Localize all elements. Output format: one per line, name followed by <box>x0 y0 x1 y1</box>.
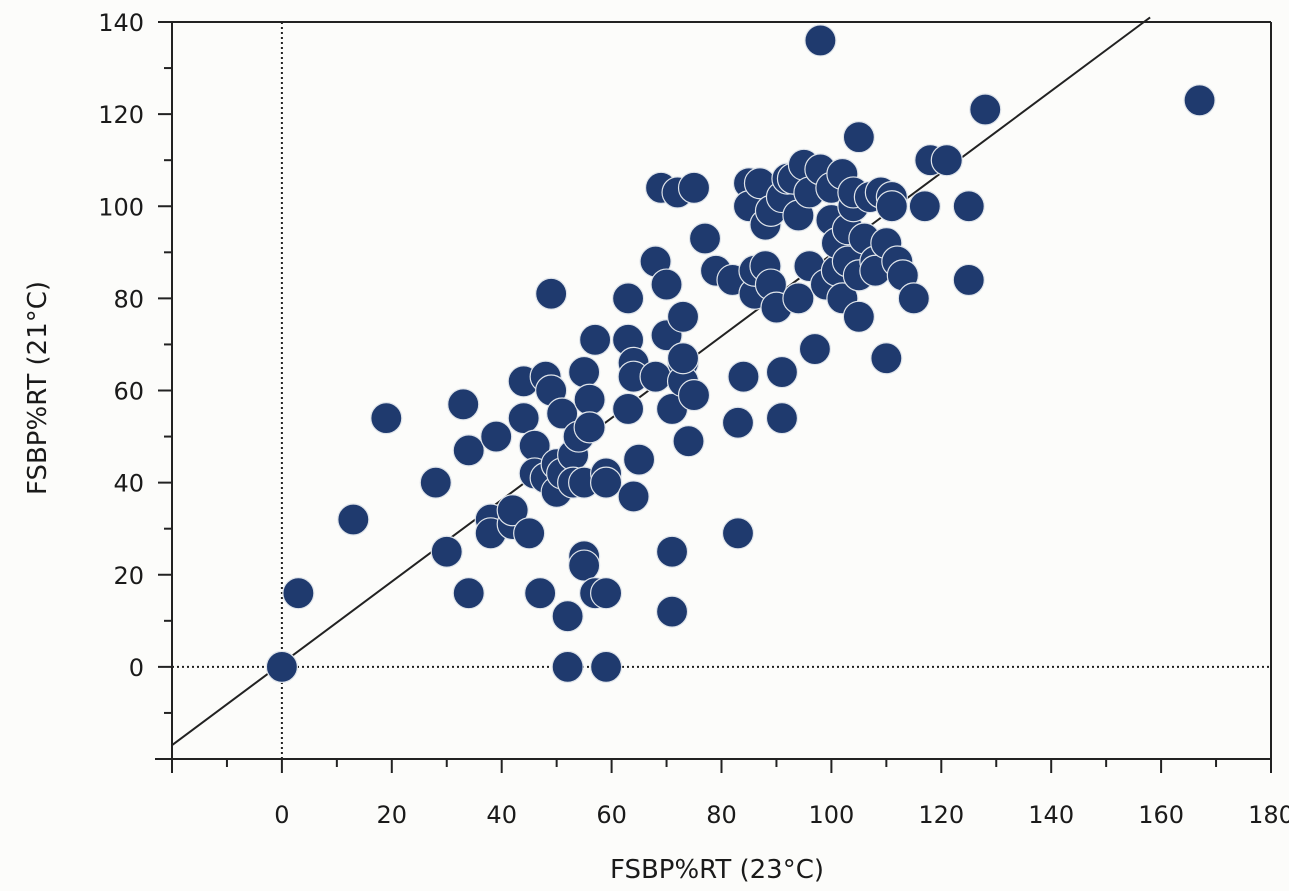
data-point <box>798 332 832 366</box>
x-tick-label: 0 <box>274 801 289 829</box>
data-point <box>765 355 799 389</box>
data-point <box>551 650 584 683</box>
data-point <box>1183 84 1216 117</box>
axis-ticks: 0 20 40 60 80 100 120 140 160 180 0 20 40 60 80 100 120 1… <box>98 9 1289 829</box>
data-point <box>765 402 799 435</box>
x-tick-label: 40 <box>486 801 517 829</box>
data-point <box>870 342 903 375</box>
data-point <box>419 466 452 499</box>
data-point <box>568 355 601 389</box>
data-point <box>452 434 485 467</box>
data-point <box>622 443 656 476</box>
y-tick-label: 60 <box>113 378 144 406</box>
reference-lines <box>171 16 1271 759</box>
data-points <box>265 24 1216 683</box>
data-point <box>639 360 672 393</box>
data-point <box>265 650 298 683</box>
data-point <box>897 282 930 315</box>
data-point <box>590 650 623 683</box>
data-point <box>666 342 700 375</box>
data-point <box>507 402 540 435</box>
data-point <box>677 379 711 412</box>
y-tick-label: 140 <box>98 9 144 37</box>
data-point <box>842 121 875 154</box>
x-tick-label: 140 <box>1028 801 1074 829</box>
data-point <box>337 503 370 536</box>
y-tick-label: 100 <box>98 193 144 221</box>
y-tick-label: 40 <box>113 470 144 498</box>
data-point <box>568 549 601 582</box>
data-point <box>524 577 557 610</box>
x-tick-label: 120 <box>918 801 964 829</box>
y-tick-label: 0 <box>129 654 144 682</box>
x-tick-label: 100 <box>808 801 854 829</box>
data-point <box>370 402 403 435</box>
data-point <box>452 577 485 610</box>
data-point <box>677 171 711 204</box>
data-point <box>721 517 755 550</box>
data-point <box>590 466 623 499</box>
y-axis-title: FSBP%RT (21°C) <box>23 281 53 495</box>
data-point <box>650 268 683 301</box>
data-point <box>617 480 650 513</box>
data-point <box>546 397 579 430</box>
data-point <box>535 277 568 310</box>
x-tick-label: 60 <box>596 801 627 829</box>
data-point <box>430 535 463 568</box>
data-point <box>969 93 1002 126</box>
data-point <box>611 282 645 315</box>
data-point <box>447 388 480 421</box>
data-point <box>727 360 760 393</box>
data-point <box>496 494 529 527</box>
y-tick-label: 120 <box>98 101 144 129</box>
data-point <box>573 411 606 444</box>
x-tick-label: 80 <box>706 801 737 829</box>
y-tick-label: 80 <box>113 285 144 313</box>
x-axis-title: FSBP%RT (23°C) <box>610 855 824 885</box>
data-point <box>590 577 623 610</box>
data-point <box>672 425 705 458</box>
data-point <box>666 300 700 333</box>
x-tick-label: 20 <box>377 801 408 829</box>
plot-frame <box>155 21 1272 760</box>
data-point <box>721 406 755 439</box>
data-point <box>952 263 985 297</box>
data-point <box>655 535 689 568</box>
data-point <box>804 24 837 57</box>
data-point <box>611 392 645 426</box>
x-tick-label: 180 <box>1248 801 1289 829</box>
y-tick-label: 20 <box>113 562 144 590</box>
data-point <box>842 300 875 333</box>
data-point <box>513 517 546 550</box>
data-point <box>655 595 689 628</box>
data-point <box>952 190 985 223</box>
data-point <box>908 190 941 223</box>
data-point <box>573 383 606 416</box>
data-point <box>480 420 513 453</box>
data-point <box>579 323 612 356</box>
data-point <box>551 600 584 633</box>
data-point <box>782 282 815 315</box>
data-point <box>875 190 908 223</box>
data-point <box>688 222 722 255</box>
data-point <box>930 144 963 177</box>
data-point <box>282 577 315 610</box>
x-tick-label: 160 <box>1138 801 1184 829</box>
